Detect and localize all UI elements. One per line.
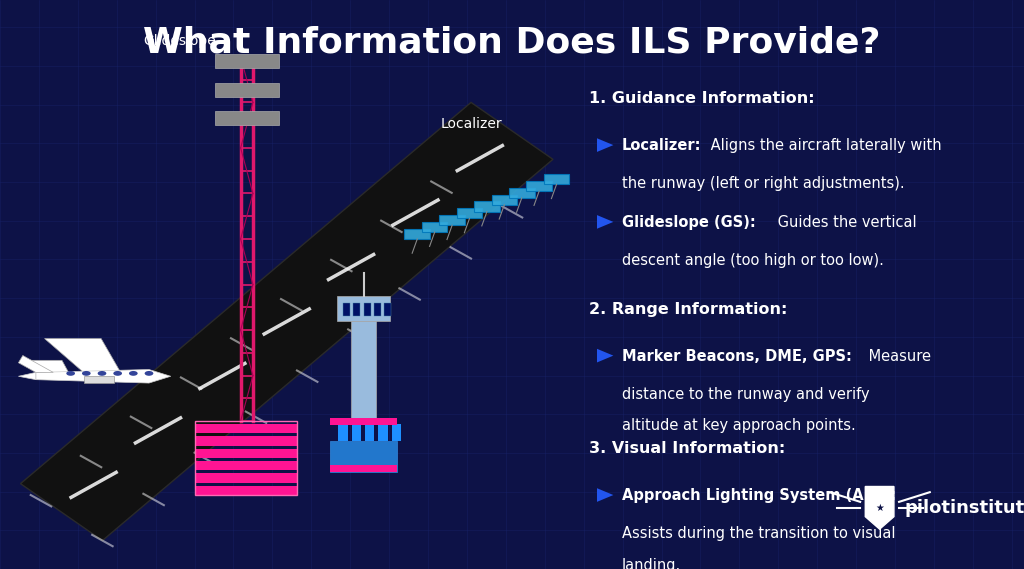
Bar [422,222,447,232]
Polygon shape [597,488,613,502]
Circle shape [82,371,91,376]
Bar [526,181,552,191]
Text: Aligns the aircraft laterally with: Aligns the aircraft laterally with [706,138,941,153]
Bar [330,418,397,425]
Text: 1. Guidance Information:: 1. Guidance Information: [589,91,814,106]
Text: Guides the vertical: Guides the vertical [773,215,916,230]
Circle shape [97,371,106,376]
Text: altitude at key approach points.: altitude at key approach points. [622,418,855,433]
Bar [353,303,360,316]
Text: Glideslope (GS):: Glideslope (GS): [622,215,756,230]
Polygon shape [597,215,613,229]
Bar [195,486,297,495]
Bar [404,229,430,239]
Polygon shape [36,369,171,383]
Bar [439,215,465,225]
Polygon shape [20,102,553,541]
Polygon shape [84,376,115,383]
Bar [474,201,500,212]
Bar [195,473,297,483]
Text: Localizer: Localizer [440,117,502,131]
Bar [492,195,517,205]
Text: landing.: landing. [622,558,681,569]
Text: What Information Does ILS Provide?: What Information Does ILS Provide? [143,26,881,60]
Polygon shape [18,372,36,380]
Bar [330,441,397,472]
Bar [195,421,297,495]
Text: 3. Visual Information:: 3. Visual Information: [589,441,785,456]
Text: Measure: Measure [864,349,931,364]
Text: the runway (left or right adjustments).: the runway (left or right adjustments). [622,176,904,191]
Bar [195,436,297,446]
Circle shape [144,371,154,376]
Bar [544,174,569,184]
Text: Glideslope: Glideslope [142,34,216,48]
Text: ★: ★ [876,502,884,513]
Bar [379,424,387,441]
Text: 2. Range Information:: 2. Range Information: [589,302,787,316]
Bar [195,449,297,458]
Circle shape [114,371,122,376]
Bar [337,296,390,321]
Polygon shape [45,339,123,376]
Bar [350,321,377,424]
Text: Marker Beacons, DME, GPS:: Marker Beacons, DME, GPS: [622,349,851,364]
Bar [457,208,482,218]
Bar [330,465,397,472]
Polygon shape [597,138,613,152]
Polygon shape [865,486,894,529]
Bar [195,424,297,434]
Bar [509,188,535,198]
Bar [343,303,350,316]
Text: Localizer:: Localizer: [622,138,701,153]
Bar [195,461,297,471]
Polygon shape [597,349,613,362]
Text: distance to the runway and verify: distance to the runway and verify [622,387,869,402]
Bar [374,303,381,316]
Bar [364,303,371,316]
Bar [215,83,279,97]
Bar [384,303,391,316]
Text: Assists during the transition to visual: Assists during the transition to visual [622,526,895,541]
Bar [338,424,348,441]
Text: Approach Lighting System (ALS):: Approach Lighting System (ALS): [622,488,896,503]
Text: pilotinstitute: pilotinstitute [904,498,1024,517]
Text: descent angle (too high or too low).: descent angle (too high or too low). [622,253,884,268]
Circle shape [67,371,75,376]
Polygon shape [28,360,71,376]
Bar [215,54,279,68]
Bar [215,111,279,125]
Circle shape [129,371,137,376]
Bar [391,424,401,441]
Polygon shape [18,356,53,372]
Bar [352,424,361,441]
Bar [366,424,375,441]
